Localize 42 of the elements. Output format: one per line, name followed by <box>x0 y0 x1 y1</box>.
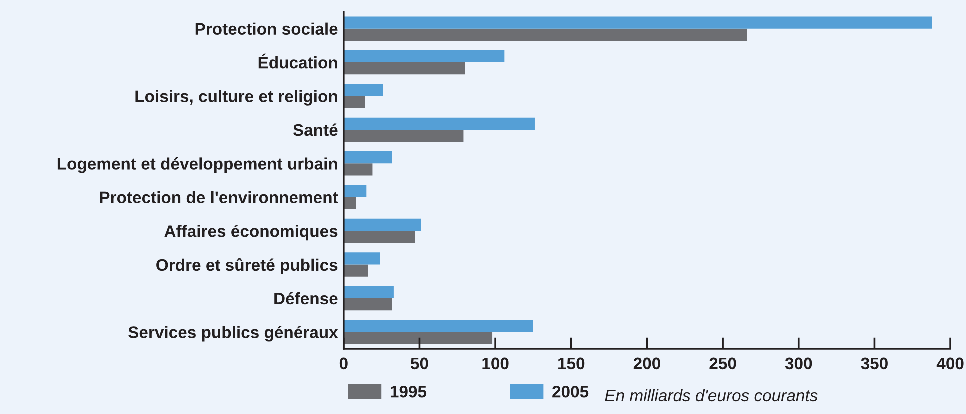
y-tick-label: Protection de l'environnement <box>100 191 338 204</box>
y-tick-label: Ordre et sûreté publics <box>156 258 338 274</box>
y-tick-label: Santé <box>293 124 338 136</box>
bar <box>344 62 466 75</box>
y-tick-label: Éducation <box>258 54 338 69</box>
bar <box>344 252 380 265</box>
bar <box>344 130 464 142</box>
x-tick-label: 150 <box>558 358 585 370</box>
y-tick-label: Logement et développement urbain <box>58 158 338 174</box>
bar <box>344 197 356 210</box>
x-tick-label: 300 <box>785 358 812 370</box>
bar <box>344 298 392 311</box>
legend-label: 1995 <box>390 386 427 398</box>
x-tick-label: 250 <box>710 358 736 370</box>
x-tick-label: 200 <box>634 358 660 370</box>
x-tick-label: 50 <box>410 358 428 370</box>
bar <box>344 332 493 344</box>
bar <box>344 164 373 176</box>
bar <box>344 218 422 232</box>
bar <box>344 84 384 96</box>
bar <box>344 320 534 332</box>
bar <box>344 28 748 41</box>
legend-label: 2005 <box>552 386 589 398</box>
text: En milliards d'euros courants <box>605 389 818 402</box>
bar <box>344 16 932 29</box>
x-tick-label: 400 <box>936 358 964 370</box>
bar <box>344 152 392 164</box>
bar <box>344 231 416 244</box>
y-tick-label: Services publics généraux <box>128 326 338 342</box>
x-tick-label: 100 <box>482 358 509 370</box>
x-tick-label: 0 <box>340 358 348 370</box>
bar <box>344 185 367 198</box>
y-tick-label: Protection sociale <box>196 22 338 36</box>
bar <box>344 50 505 63</box>
bar <box>344 264 368 277</box>
x-tick-label: 350 <box>861 358 888 370</box>
bar <box>344 118 535 130</box>
bar <box>344 96 366 108</box>
y-tick-label: Défense <box>274 292 338 305</box>
y-tick-label: Loisirs, culture et religion <box>136 90 338 106</box>
bar <box>344 286 394 298</box>
y-tick-label: Affaires économiques <box>164 224 338 241</box>
